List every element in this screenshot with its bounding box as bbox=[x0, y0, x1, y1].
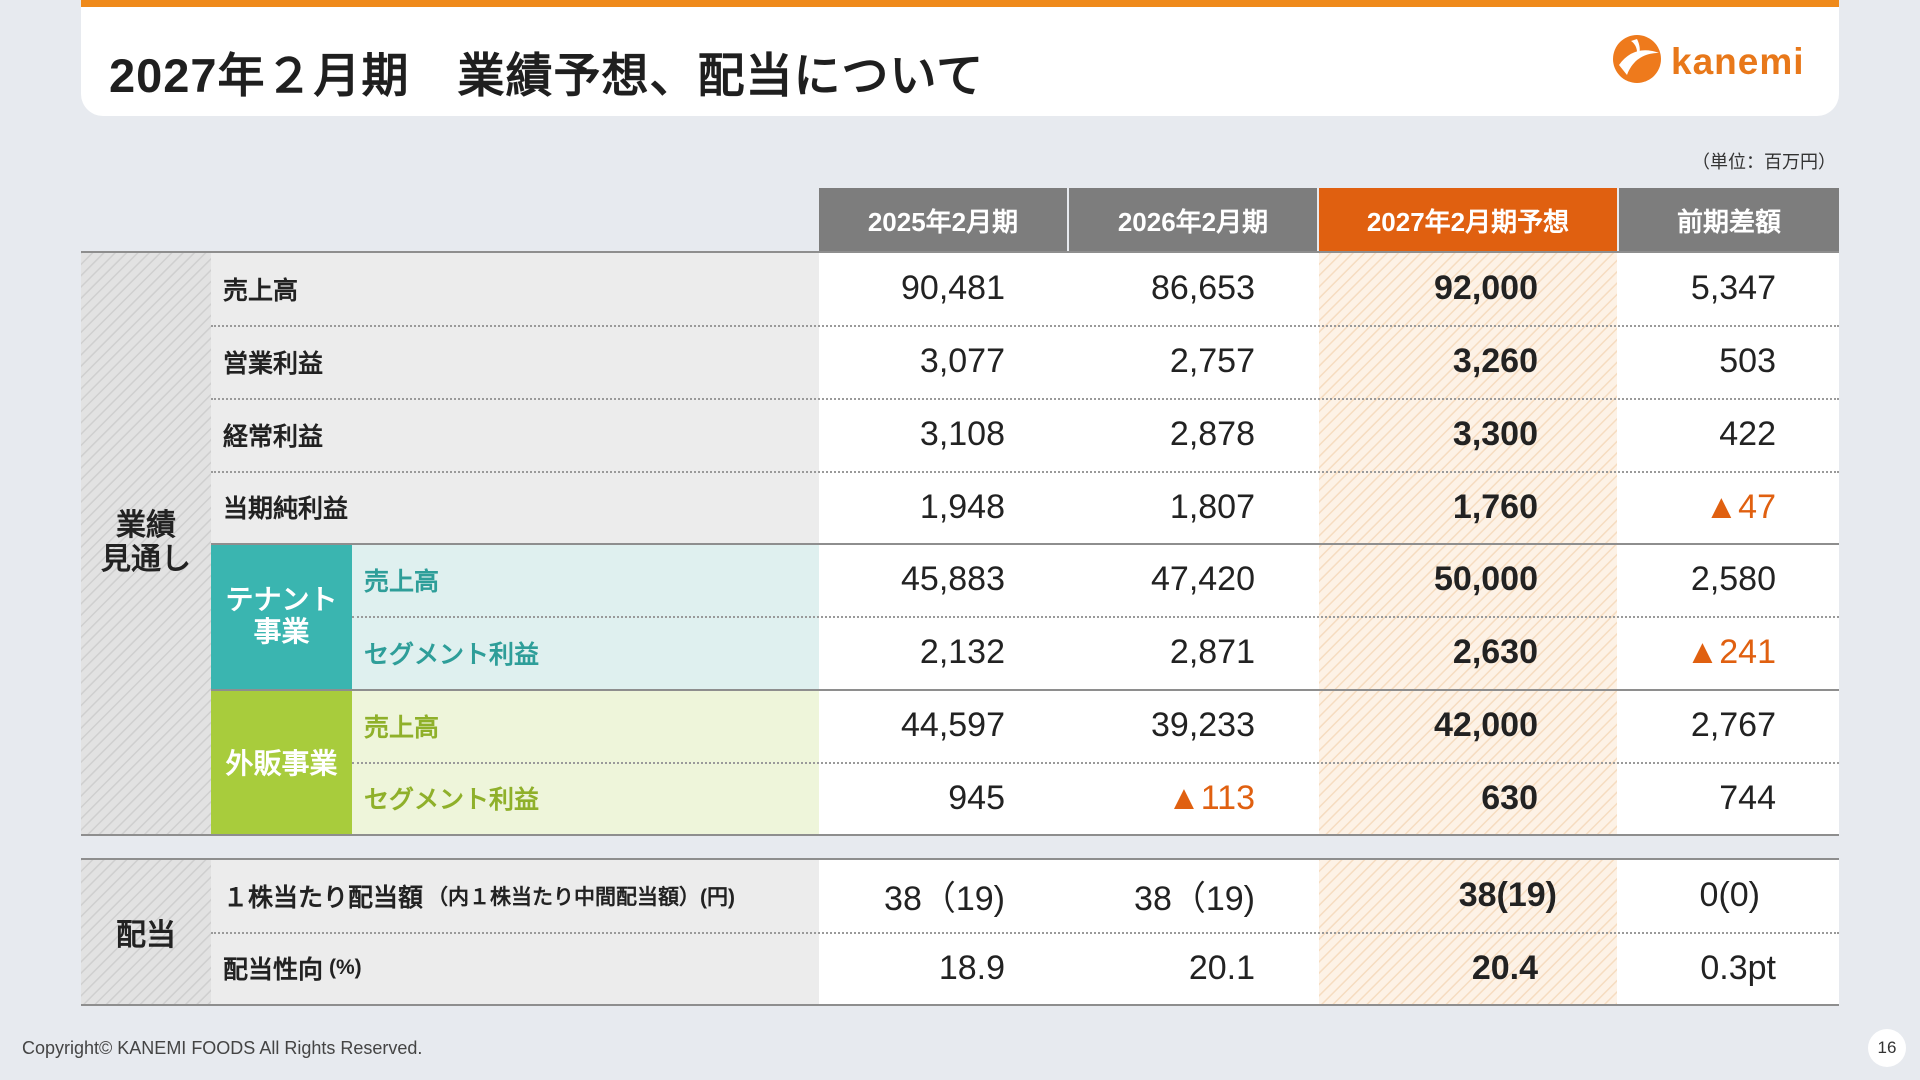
value-cell: 945 bbox=[948, 778, 1005, 817]
table-top-border bbox=[81, 251, 1839, 253]
dividend-per-share-sub: （内１株当たり中間配当額）(円) bbox=[427, 885, 736, 909]
row-divider bbox=[211, 932, 1839, 934]
group-label-performance: 業績 見通し bbox=[101, 508, 191, 577]
retail-label-bg bbox=[352, 689, 819, 834]
performance-group-bg bbox=[81, 252, 211, 834]
value-cell-forecast: 1,760 bbox=[1452, 487, 1538, 526]
row-label-tenant-sales: 売上高 bbox=[364, 567, 440, 596]
column-header-fy2026: 2026年2月期 bbox=[1069, 188, 1317, 252]
column-header-fy2027-forecast: 2027年2月期予想 bbox=[1319, 188, 1617, 252]
value-cell-forecast: 630 bbox=[1481, 778, 1538, 817]
value-cell: 2,757 bbox=[1169, 342, 1255, 380]
value-cell-negative: ▲113 bbox=[1167, 778, 1255, 817]
value-cell-diff-negative: ▲241 bbox=[1685, 633, 1776, 671]
logo-wordmark: kanemi bbox=[1671, 41, 1805, 82]
tenant-group-bg bbox=[211, 543, 352, 689]
dividend-bottom-border bbox=[81, 1004, 1839, 1006]
payout-ratio-label: 配当性向 bbox=[223, 956, 324, 984]
value-cell-forecast: 92,000 bbox=[1434, 269, 1538, 307]
value-cell-forecast: 50,000 bbox=[1434, 560, 1538, 598]
dividend-forecast-bg bbox=[1319, 859, 1617, 1004]
value-cell: 38（19) bbox=[884, 880, 1005, 918]
value-cell-forecast: 2,630 bbox=[1452, 633, 1538, 671]
value-cell-diff: 2,580 bbox=[1690, 560, 1776, 598]
value-cell: 47,420 bbox=[1151, 560, 1255, 598]
value-cell: 3,077 bbox=[919, 342, 1005, 380]
value-cell-diff: 503 bbox=[1719, 342, 1776, 380]
value-cell-diff: 2,767 bbox=[1690, 706, 1776, 744]
row-label-retail-sales: 売上高 bbox=[364, 713, 440, 742]
performance-bottom-border bbox=[81, 834, 1839, 836]
row-label-net-profit: 当期純利益 bbox=[223, 495, 349, 523]
value-cell: 1,807 bbox=[1169, 487, 1255, 526]
column-header-yoy-diff: 前期差額 bbox=[1619, 188, 1839, 252]
value-cell: 38（19) bbox=[1134, 880, 1255, 918]
value-cell-forecast: 42,000 bbox=[1434, 706, 1538, 744]
value-cell: 39,233 bbox=[1151, 706, 1255, 744]
row-divider bbox=[352, 762, 1839, 764]
value-cell-forecast: 20.4 bbox=[1471, 948, 1538, 987]
row-divider bbox=[211, 471, 1839, 473]
value-cell-diff: 744 bbox=[1719, 778, 1776, 817]
value-cell: 1,948 bbox=[919, 487, 1005, 526]
dividend-group-bg bbox=[81, 859, 211, 1004]
value-cell: 90,481 bbox=[901, 269, 1005, 307]
group-label-dividend: 配当 bbox=[116, 918, 176, 952]
value-cell-diff: 0.3pt bbox=[1700, 948, 1776, 987]
value-cell-forecast: 3,260 bbox=[1452, 342, 1538, 380]
page-number: 16 bbox=[1868, 1029, 1906, 1067]
column-header-fy2025: 2025年2月期 bbox=[819, 188, 1067, 252]
slide-header: 2027年２月期 業績予想、配当について kanemi bbox=[81, 0, 1839, 116]
row-divider bbox=[352, 616, 1839, 618]
value-cell: 3,108 bbox=[919, 415, 1005, 453]
value-cell-forecast: 3,300 bbox=[1452, 415, 1538, 453]
value-cell: 2,878 bbox=[1169, 415, 1255, 453]
row-label-operating-profit: 営業利益 bbox=[223, 349, 324, 378]
value-cell-diff: 5,347 bbox=[1690, 269, 1776, 307]
value-cell: 18.9 bbox=[938, 948, 1005, 987]
row-label-dividend-per-share: １株当たり配当額 （内１株当たり中間配当額）(円) bbox=[223, 859, 735, 932]
section-divider bbox=[211, 543, 1839, 545]
row-label-ordinary-profit: 経常利益 bbox=[223, 422, 324, 451]
value-cell-diff-negative: ▲47 bbox=[1704, 487, 1776, 526]
value-cell: 20.1 bbox=[1188, 948, 1255, 987]
page-title: 2027年２月期 業績予想、配当について bbox=[109, 49, 985, 102]
label-bg-performance bbox=[211, 252, 819, 543]
kanemi-logo: kanemi bbox=[1609, 31, 1819, 91]
row-label-tenant-segment-profit: セグメント利益 bbox=[364, 640, 540, 669]
value-cell-forecast: 38(19) bbox=[1458, 876, 1557, 914]
retail-group-bg bbox=[211, 689, 352, 834]
value-cell: 2,871 bbox=[1169, 633, 1255, 671]
value-cell: 86,653 bbox=[1151, 269, 1255, 307]
row-divider bbox=[211, 398, 1839, 400]
dividend-top-border bbox=[81, 858, 1839, 860]
copyright: Copyright© KANEMI FOODS All Rights Reser… bbox=[22, 1038, 423, 1058]
dividend-per-share-label: １株当たり配当額 bbox=[223, 883, 424, 912]
label-bg-dividend bbox=[211, 859, 819, 1004]
value-cell: 44,597 bbox=[901, 706, 1005, 744]
value-cell: 45,883 bbox=[901, 560, 1005, 598]
row-label-payout-ratio: 配当性向 (%) bbox=[223, 932, 362, 1004]
row-divider bbox=[211, 325, 1839, 327]
group-label-tenant: テナント 事業 bbox=[225, 583, 338, 647]
unit-note: （単位：百万円） bbox=[1692, 152, 1836, 172]
row-label-retail-segment-profit: セグメント利益 bbox=[364, 786, 540, 814]
row-label-sales: 売上高 bbox=[223, 276, 299, 305]
value-cell-diff: 422 bbox=[1719, 415, 1776, 453]
value-cell-diff: 0(0) bbox=[1699, 876, 1760, 914]
group-label-retail: 外販事業 bbox=[225, 747, 338, 779]
payout-ratio-sub: (%) bbox=[329, 956, 362, 979]
kanemi-logo-icon bbox=[1613, 35, 1661, 83]
section-divider bbox=[211, 689, 1839, 691]
value-cell: 2,132 bbox=[919, 633, 1005, 671]
